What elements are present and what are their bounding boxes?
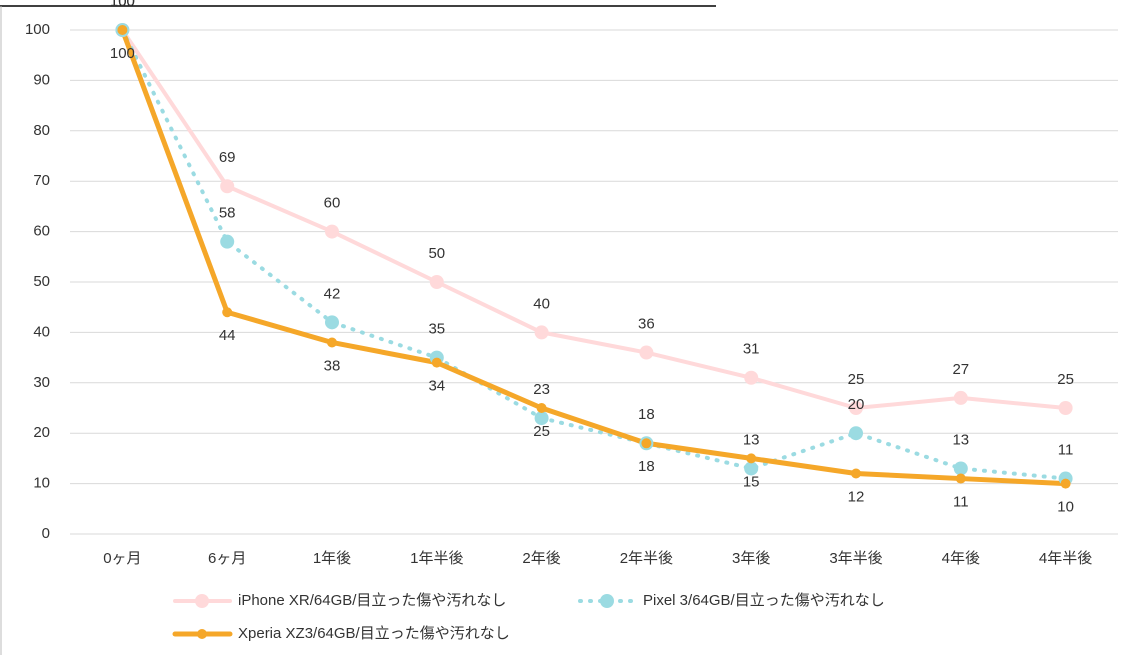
x-tick-label: 4年半後 — [1039, 550, 1092, 567]
legend-label: Pixel 3/64GB/目立った傷や汚れなし — [643, 592, 885, 609]
x-tick-label: 2年後 — [522, 550, 560, 567]
data-label: 40 — [533, 295, 550, 312]
y-tick-label: 0 — [42, 525, 50, 542]
data-label: 18 — [638, 458, 655, 475]
y-tick-label: 10 — [33, 475, 50, 492]
data-label: 23 — [533, 381, 550, 398]
data-label: 13 — [743, 431, 760, 448]
data-label: 18 — [638, 406, 655, 423]
data-point — [222, 307, 233, 318]
data-point — [325, 315, 339, 330]
data-label: 20 — [848, 396, 865, 413]
data-label: 35 — [428, 321, 445, 338]
data-point — [746, 453, 757, 464]
data-point — [1058, 401, 1073, 415]
data-point — [851, 468, 861, 479]
legend-marker — [195, 594, 209, 608]
data-label: 31 — [743, 341, 760, 358]
legend-marker — [197, 629, 207, 639]
y-tick-label: 40 — [33, 323, 50, 340]
data-label: 11 — [953, 494, 969, 511]
data-label: 36 — [638, 316, 655, 333]
y-tick-label: 20 — [33, 424, 50, 441]
data-label: 100 — [110, 45, 135, 62]
data-point — [641, 438, 652, 449]
series-line — [120, 28, 1068, 410]
data-point — [849, 401, 863, 415]
data-label: 100 — [110, 0, 135, 10]
x-tick-label: 2年半後 — [620, 550, 673, 567]
legend-label: iPhone XR/64GB/目立った傷や汚れなし — [238, 592, 506, 609]
data-label: 50 — [428, 245, 445, 262]
data-label: 69 — [219, 149, 236, 166]
legend-label: Xperia XZ3/64GB/目立った傷や汚れなし — [238, 625, 510, 642]
data-point — [849, 426, 863, 441]
data-point — [744, 461, 759, 476]
x-tick-label: 0ヶ月 — [103, 550, 141, 567]
data-label: 60 — [324, 195, 341, 212]
legend-marker — [600, 594, 614, 608]
data-point — [955, 473, 966, 484]
data-point — [1060, 478, 1071, 489]
data-point — [327, 337, 337, 348]
data-point — [639, 345, 654, 360]
data-label: 10 — [1057, 499, 1074, 516]
data-label: 42 — [324, 285, 341, 302]
series-line — [119, 27, 1069, 487]
data-point — [220, 234, 235, 249]
y-tick-label: 100 — [25, 21, 50, 38]
data-label: 58 — [219, 205, 236, 222]
y-tick-label: 30 — [33, 374, 50, 391]
x-tick-label: 1年半後 — [410, 550, 463, 567]
data-point — [117, 25, 128, 35]
data-point — [534, 325, 549, 340]
series-line — [120, 28, 1068, 481]
data-label: 15 — [743, 473, 760, 490]
data-label: 12 — [848, 488, 865, 505]
data-point — [431, 357, 442, 368]
data-point — [325, 224, 339, 239]
data-point — [536, 403, 547, 413]
data-label: 38 — [324, 357, 341, 374]
data-point — [429, 275, 444, 289]
x-tick-label: 3年半後 — [829, 550, 882, 567]
y-tick-label: 50 — [33, 273, 50, 290]
data-point — [744, 370, 759, 385]
data-point — [534, 411, 549, 426]
data-label: 34 — [428, 378, 445, 395]
data-label: 100 — [110, 0, 135, 10]
data-label: 11 — [1058, 442, 1074, 459]
data-label: 13 — [952, 431, 969, 448]
data-label: 25 — [533, 423, 550, 440]
data-label: 25 — [1057, 371, 1074, 388]
data-label: 25 — [848, 371, 865, 388]
x-tick-label: 6ヶ月 — [208, 550, 246, 567]
data-point — [220, 179, 235, 194]
y-tick-label: 80 — [33, 122, 50, 139]
x-tick-label: 1年後 — [313, 550, 351, 567]
y-tick-label: 90 — [33, 71, 50, 88]
x-tick-label: 3年後 — [732, 550, 770, 567]
data-point — [953, 390, 968, 405]
data-point — [953, 461, 968, 476]
x-tick-label: 4年後 — [942, 550, 980, 567]
data-label: 27 — [952, 361, 969, 378]
y-tick-label: 60 — [33, 223, 50, 240]
y-tick-label: 70 — [33, 172, 50, 189]
data-label: 44 — [219, 327, 236, 344]
